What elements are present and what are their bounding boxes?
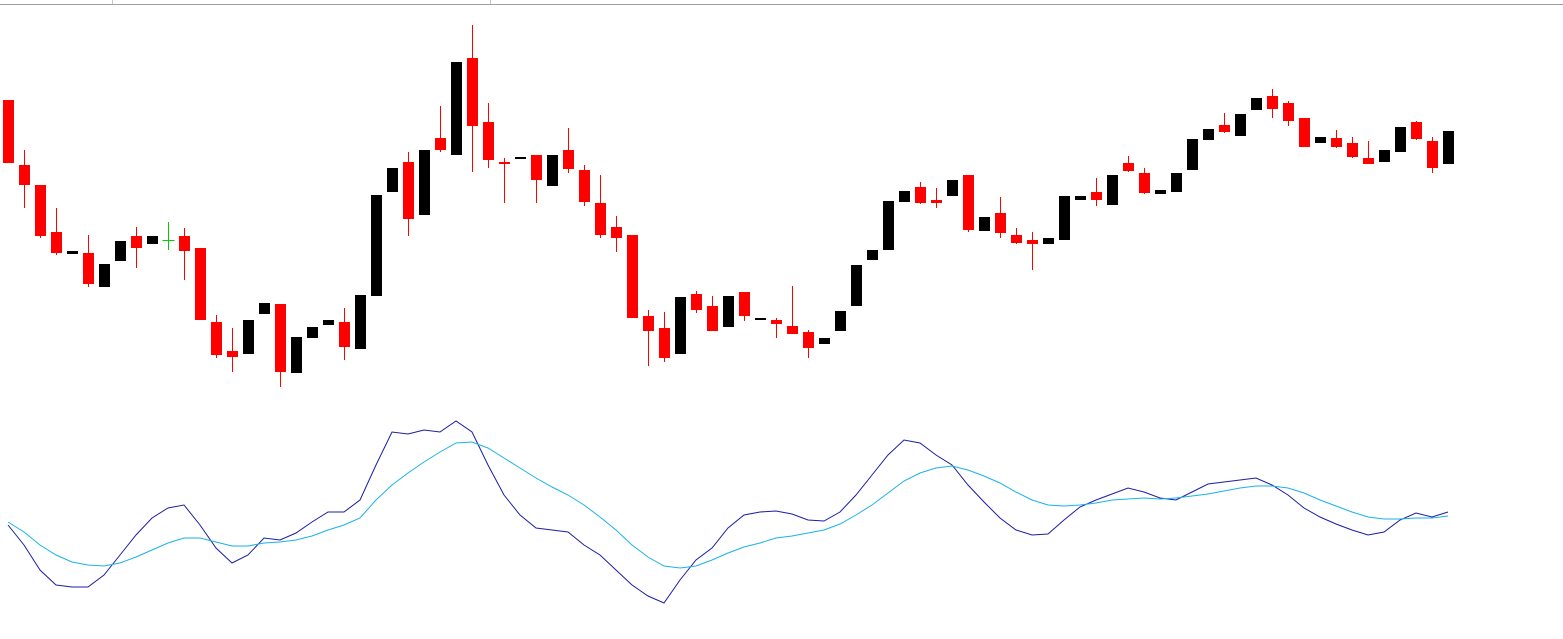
candle-body [3, 100, 14, 163]
candle-body [323, 320, 334, 325]
candle-body [579, 170, 590, 202]
candle-body [179, 236, 190, 251]
candle-body [275, 304, 286, 372]
candle-body [131, 236, 142, 248]
candle-body [1123, 163, 1134, 171]
candle-body [1139, 173, 1150, 193]
candle-body [1187, 139, 1198, 170]
candle-body [1267, 96, 1278, 109]
candle-body [1379, 150, 1390, 162]
candle-body [995, 213, 1006, 233]
candle-body [259, 303, 270, 314]
candle-body [547, 155, 558, 186]
candle-body [739, 292, 750, 316]
candle-body [291, 337, 302, 373]
candle-body [931, 200, 942, 203]
candle-body [115, 241, 126, 261]
candle-body [307, 327, 318, 338]
candle-body [483, 122, 494, 160]
candle-body [659, 328, 670, 358]
candle-body [915, 187, 926, 203]
candle-body [643, 316, 654, 331]
candle-body [1331, 138, 1342, 147]
candle-body [947, 180, 958, 196]
candle-body [627, 235, 638, 318]
candle-body [1043, 238, 1054, 244]
candle-body [515, 157, 526, 159]
candle-body [835, 311, 846, 331]
candle-body [963, 175, 974, 230]
candle-body [1091, 192, 1102, 200]
candle-body [1411, 122, 1422, 139]
candle-body [467, 58, 478, 126]
candle-body [35, 185, 46, 236]
candle-body [867, 250, 878, 260]
candle-body [403, 162, 414, 219]
candle-body [787, 326, 798, 334]
candle-body [499, 162, 510, 164]
candle-body [819, 338, 830, 344]
candle-body [339, 322, 350, 347]
candle-body [419, 150, 430, 215]
candle-body [1283, 103, 1294, 121]
candle-body [1395, 127, 1406, 152]
candle-body [19, 165, 30, 185]
candle-body [611, 227, 622, 238]
oscillator-panel [7, 420, 1449, 604]
candle-body [195, 248, 206, 320]
candle-body [83, 253, 94, 284]
candle-body [595, 203, 606, 235]
candle-body [99, 264, 110, 287]
indicator-line [7, 441, 1449, 569]
candle-body [531, 155, 542, 180]
candle-body [227, 351, 238, 357]
candle-body [51, 232, 62, 253]
candle-body [1251, 98, 1262, 110]
candle-body [1075, 196, 1086, 200]
candle-body [755, 318, 766, 320]
indicator-line [7, 420, 1449, 604]
candle-body [803, 332, 814, 348]
candle-body [1059, 196, 1070, 240]
candle-body [979, 217, 990, 231]
candle-body [147, 236, 158, 244]
candle-body [1107, 175, 1118, 205]
candle-body [243, 320, 254, 354]
candle-body [211, 322, 222, 355]
candle-body [883, 201, 894, 250]
candle-body [451, 62, 462, 155]
candle-body [691, 294, 702, 310]
candle-body [387, 168, 398, 192]
candle-body [1427, 141, 1438, 168]
price-panel [3, 25, 1454, 387]
candle-body [435, 138, 446, 150]
candle-body [1235, 114, 1246, 136]
candle-body [675, 297, 686, 354]
candle-body [723, 296, 734, 327]
candle-body [355, 295, 366, 349]
candle-body [1011, 235, 1022, 243]
candle-body [771, 320, 782, 324]
candle-body [1027, 240, 1038, 244]
candle-body [1299, 118, 1310, 147]
candle-body [1171, 173, 1182, 192]
candle-body [563, 150, 574, 169]
candle-body [1155, 190, 1166, 194]
candle-body [707, 306, 718, 331]
candle-body [67, 251, 78, 254]
candle-body [1443, 131, 1454, 164]
candle-body [1203, 129, 1214, 140]
candle-body [371, 195, 382, 296]
candle-body [1315, 137, 1326, 143]
candle-body [1363, 158, 1374, 164]
candle-body [899, 191, 910, 202]
candle-body [1219, 125, 1230, 132]
candle-body [1347, 143, 1358, 157]
candle-body [851, 265, 862, 306]
